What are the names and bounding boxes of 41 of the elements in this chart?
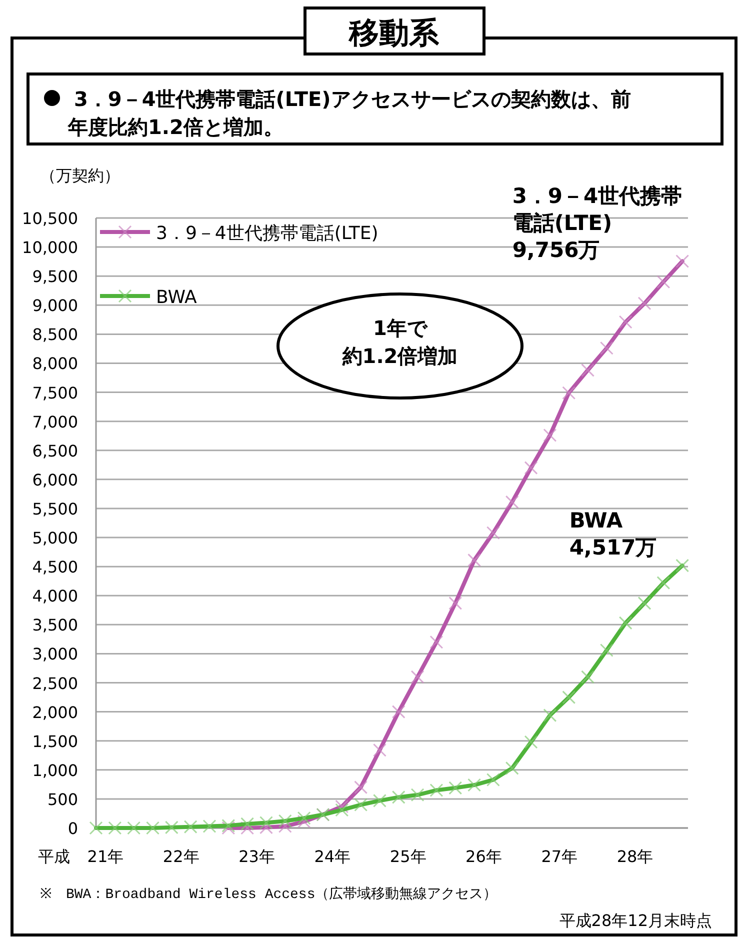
chart-subtitle: 3．9－4世代携帯電話(LTE)アクセスサービスの契約数は、前年度比約1.2倍と増加。 [67, 87, 631, 139]
y-tick-label: 8,500 [32, 325, 78, 344]
x-tick-label: 23年 [238, 847, 275, 866]
text: 平成28年12月末時点 [559, 911, 712, 930]
y-tick-label: 9,500 [32, 267, 78, 286]
x-tick-label: 21年 [87, 847, 124, 866]
annotation: BWA 4,517万 [569, 508, 657, 560]
x-tick-label: 26年 [466, 847, 502, 866]
y-tick-label: 3,500 [32, 616, 78, 635]
x-axis-title: 平成 [38, 847, 70, 866]
y-tick-label: 4,500 [32, 558, 78, 577]
x-tick-label: 28年 [616, 847, 654, 866]
y-tick-label: 7,000 [32, 412, 78, 432]
y-tick-label: 0 [68, 819, 78, 838]
y-tick-label: 2,500 [32, 674, 78, 693]
x-tick-label: 27年 [541, 847, 578, 866]
annotation: 1年で約1.2倍増加 [341, 316, 458, 368]
y-tick-label: 9,000 [32, 296, 78, 316]
y-tick-label: 6,500 [32, 441, 78, 460]
legend-label: 3．9－4世代携帯電話(LTE) [156, 223, 378, 244]
text: ※ BWA：Broadband Wireless Access（広帯域移動無線アクセス） [40, 886, 498, 903]
y-tick-label: 10,000 [22, 238, 78, 258]
y-tick-label: 5,000 [32, 528, 78, 548]
x-tick-label: 22年 [162, 847, 200, 866]
y-tick-label: 7,500 [32, 383, 78, 402]
chart-title: 移動系 [348, 16, 440, 51]
y-tick-label: 1,500 [32, 732, 78, 751]
x-tick-label: 24年 [314, 847, 351, 866]
y-tick-label: 8,000 [32, 354, 78, 374]
legend-label: BWA [156, 287, 198, 308]
y-tick-label: 6,000 [32, 470, 78, 490]
annotation: 3．9－4世代携帯電話(LTE) 9,756万 [512, 184, 682, 262]
y-tick-label: 2,000 [32, 702, 78, 722]
y-tick-label: 4,000 [32, 586, 78, 606]
x-tick-label: 25年 [390, 847, 426, 866]
y-tick-label: 10,500 [22, 209, 78, 228]
y-tick-label: 5,500 [32, 499, 78, 518]
y-axis-title: （万契約） [40, 166, 120, 185]
y-tick-label: 3,000 [32, 644, 78, 664]
y-tick-label: 500 [47, 790, 78, 809]
y-tick-label: 1,000 [32, 760, 78, 780]
